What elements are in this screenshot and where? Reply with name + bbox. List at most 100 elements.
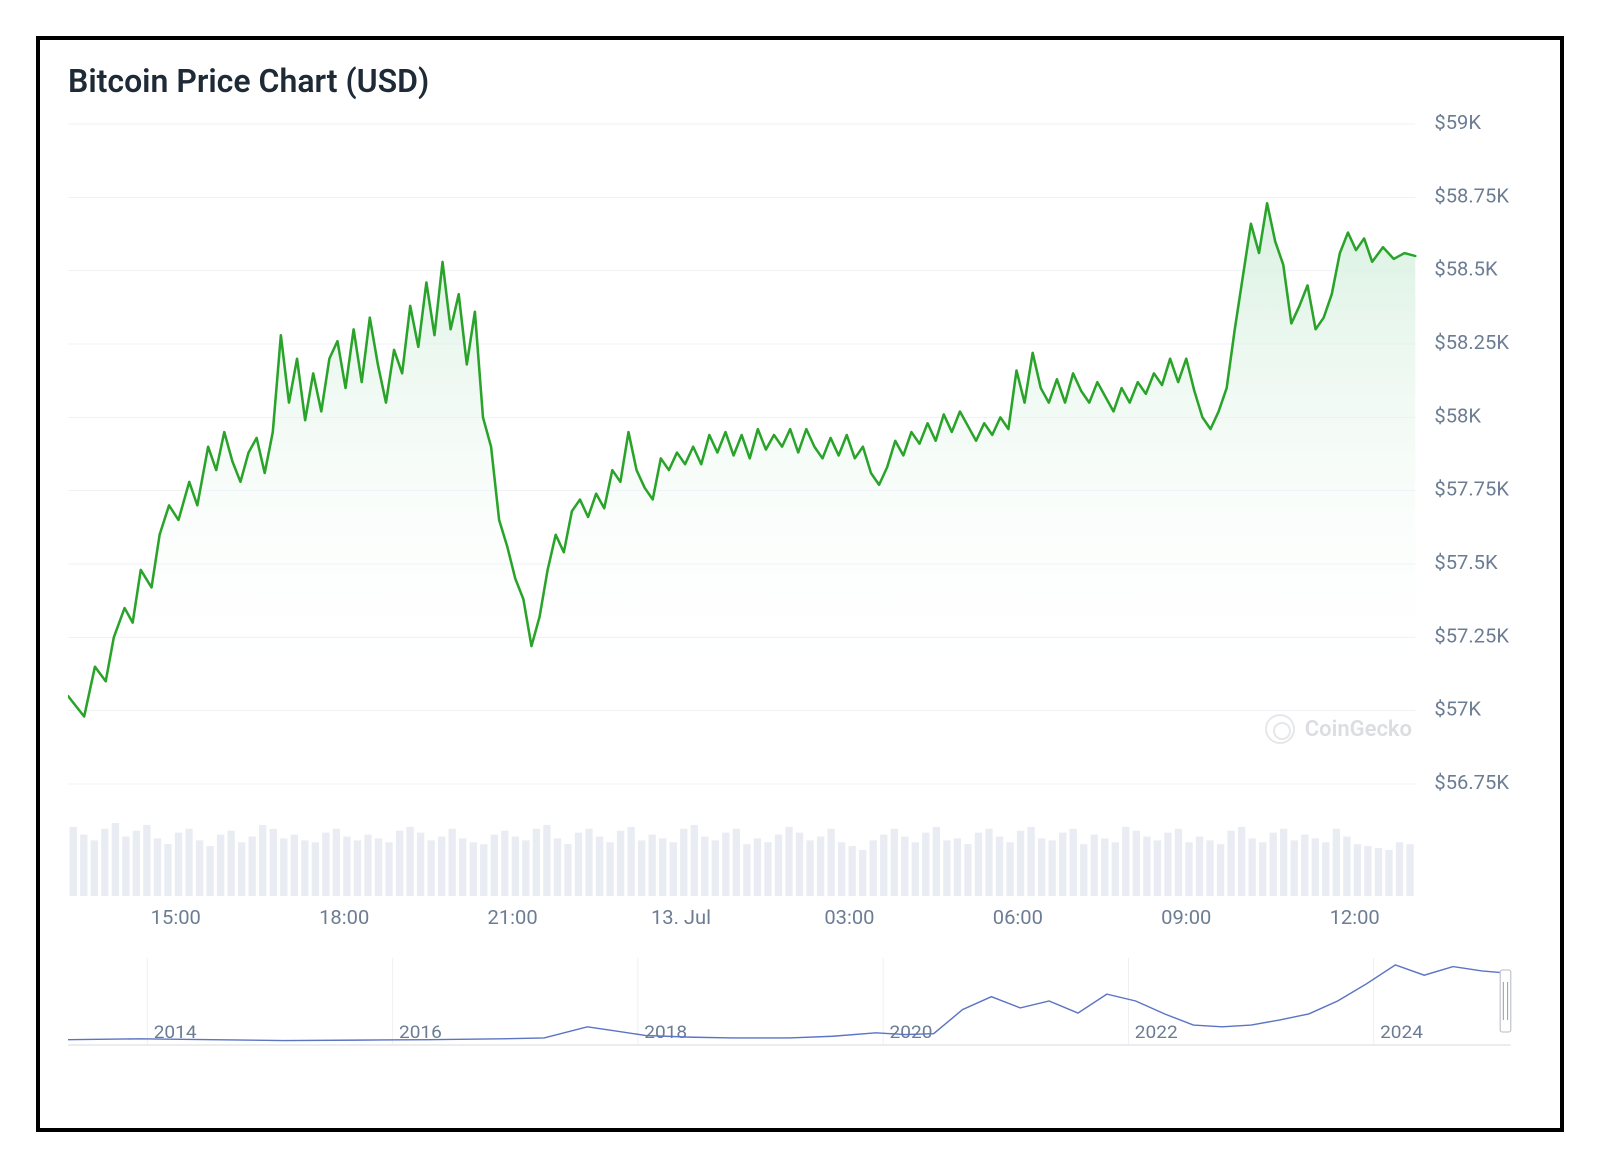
volume-bar bbox=[1175, 829, 1182, 896]
x-tick-label: 15:00 bbox=[151, 907, 201, 929]
volume-bar bbox=[722, 833, 729, 896]
volume-bar bbox=[585, 829, 592, 896]
volume-bar bbox=[870, 840, 877, 896]
volume-bar bbox=[143, 825, 150, 896]
volume-bar bbox=[1301, 835, 1308, 896]
volume-bar bbox=[817, 836, 824, 896]
nav-year-label: 2022 bbox=[1135, 1022, 1178, 1043]
volume-bar bbox=[848, 846, 855, 896]
volume-bar bbox=[154, 838, 161, 896]
volume-bar bbox=[1154, 840, 1161, 896]
volume-bar bbox=[691, 825, 698, 896]
volume-bar bbox=[1059, 833, 1066, 896]
nav-line bbox=[68, 965, 1511, 1041]
volume-bar bbox=[417, 833, 424, 896]
volume-bar bbox=[1091, 835, 1098, 896]
volume-bar bbox=[638, 840, 645, 896]
volume-bar bbox=[91, 840, 98, 896]
chart-card: Bitcoin Price Chart (USD) $59K$58.75K$58… bbox=[36, 36, 1564, 1132]
x-tick-label: 21:00 bbox=[488, 907, 538, 929]
y-tick-label: $57K bbox=[1434, 698, 1481, 720]
nav-year-label: 2020 bbox=[890, 1022, 933, 1043]
volume-bar bbox=[449, 829, 456, 896]
volume-bar bbox=[1038, 838, 1045, 896]
nav-year-label: 2024 bbox=[1380, 1022, 1423, 1043]
volume-bar bbox=[1364, 846, 1371, 896]
volume-bar bbox=[659, 838, 666, 896]
volume-bar bbox=[627, 827, 634, 896]
volume-bar bbox=[1227, 831, 1234, 896]
volume-bar bbox=[206, 846, 213, 896]
nav-handle[interactable] bbox=[1500, 970, 1511, 1032]
volume-bar bbox=[1375, 848, 1382, 896]
volume-bar bbox=[775, 835, 782, 896]
volume-bar bbox=[1017, 831, 1024, 896]
volume-bar bbox=[70, 827, 77, 896]
volume-bar bbox=[1270, 833, 1277, 896]
volume-bar bbox=[912, 842, 919, 896]
volume-bar bbox=[280, 838, 287, 896]
y-tick-label: $56.75K bbox=[1434, 772, 1509, 794]
volume-bar bbox=[1343, 836, 1350, 896]
volume-bar bbox=[933, 827, 940, 896]
volume-bar bbox=[1101, 838, 1108, 896]
volume-bar bbox=[806, 840, 813, 896]
volume-bar bbox=[1027, 827, 1034, 896]
y-tick-label: $58.75K bbox=[1434, 185, 1509, 207]
volume-bar bbox=[501, 831, 508, 896]
x-tick-label: 03:00 bbox=[824, 907, 874, 929]
volume-bar bbox=[312, 842, 319, 896]
x-tick-label: 13. Jul bbox=[651, 907, 711, 929]
volume-bar bbox=[1248, 838, 1255, 896]
volume-bar bbox=[1070, 829, 1077, 896]
volume-bar bbox=[1006, 842, 1013, 896]
volume-bar bbox=[743, 844, 750, 896]
volume-bar bbox=[996, 836, 1003, 896]
y-tick-label: $58K bbox=[1434, 405, 1481, 427]
volume-bar bbox=[543, 825, 550, 896]
x-tick-label: 09:00 bbox=[1161, 907, 1211, 929]
volume-bar bbox=[301, 840, 308, 896]
volume-bar bbox=[101, 829, 108, 896]
volume-bar bbox=[1406, 844, 1413, 896]
volume-bar bbox=[564, 844, 571, 896]
volume-bar bbox=[954, 838, 961, 896]
y-tick-label: $57.75K bbox=[1434, 478, 1509, 500]
volume-bar bbox=[1196, 836, 1203, 896]
volume-bar bbox=[406, 827, 413, 896]
volume-bar bbox=[291, 835, 298, 896]
volume-bar bbox=[385, 842, 392, 896]
volume-bar bbox=[1080, 844, 1087, 896]
volume-bar bbox=[1143, 836, 1150, 896]
navigator[interactable]: 201420162018202020222024 bbox=[68, 952, 1532, 1072]
volume-bar bbox=[1112, 842, 1119, 896]
volume-bar bbox=[196, 840, 203, 896]
volume-bar bbox=[1238, 827, 1245, 896]
volume-bar bbox=[796, 833, 803, 896]
volume-bar bbox=[596, 836, 603, 896]
volume-chart[interactable] bbox=[68, 800, 1532, 896]
watermark: CoinGecko bbox=[1265, 714, 1412, 744]
volume-bar bbox=[1396, 842, 1403, 896]
volume-bar bbox=[1048, 840, 1055, 896]
volume-bar bbox=[1164, 833, 1171, 896]
volume-bar bbox=[975, 833, 982, 896]
volume-bar bbox=[891, 829, 898, 896]
volume-bar bbox=[880, 835, 887, 896]
volume-bar bbox=[1133, 831, 1140, 896]
volume-bar bbox=[438, 836, 445, 896]
volume-bar bbox=[733, 829, 740, 896]
volume-bar bbox=[175, 833, 182, 896]
volume-bar bbox=[922, 833, 929, 896]
volume-bar bbox=[1122, 827, 1129, 896]
price-chart[interactable]: $59K$58.75K$58.5K$58.25K$58K$57.75K$57.5… bbox=[68, 114, 1532, 794]
volume-bar bbox=[785, 827, 792, 896]
volume-bar bbox=[859, 850, 866, 896]
volume-bar bbox=[1185, 842, 1192, 896]
volume-bar bbox=[1385, 850, 1392, 896]
volume-bar bbox=[838, 842, 845, 896]
volume-bar bbox=[901, 836, 908, 896]
volume-bar bbox=[648, 835, 655, 896]
volume-bar bbox=[1280, 829, 1287, 896]
volume-bar bbox=[533, 829, 540, 896]
